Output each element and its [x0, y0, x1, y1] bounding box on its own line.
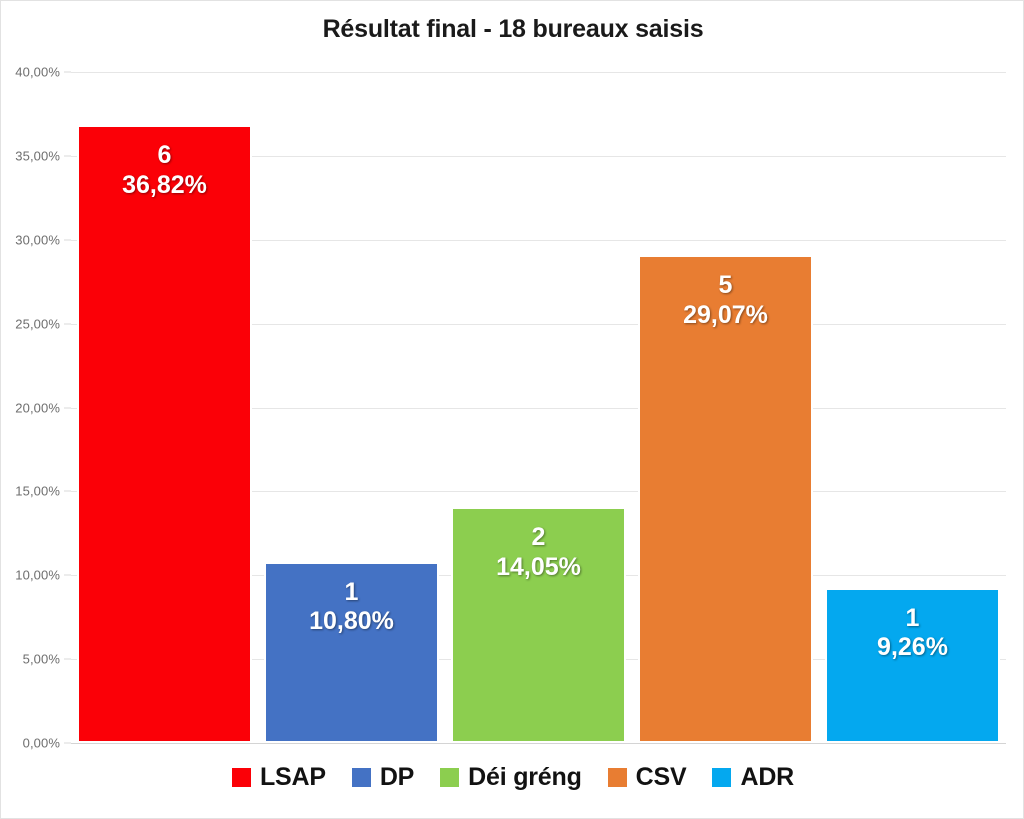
legend-swatch-icon [351, 768, 371, 787]
gridline [71, 323, 1006, 325]
gridline [71, 407, 1006, 409]
y-axis-tick-label: 5,00% [22, 651, 60, 667]
legend-label: CSV [635, 763, 687, 791]
legend-label: DP [379, 763, 415, 791]
y-axis-tick-mark [64, 155, 71, 157]
legend-label: ADR [740, 763, 795, 791]
legend-swatch-icon [607, 768, 627, 787]
gridline [71, 743, 1006, 744]
y-axis-tick-label: 30,00% [15, 232, 60, 248]
y-axis-tick-mark [64, 71, 71, 73]
bar-seats-label: 2 [531, 523, 546, 552]
y-axis-tick-label: 25,00% [15, 316, 60, 332]
bar-percent-label: 10,80% [309, 607, 394, 636]
gridline [71, 155, 1006, 157]
chart-title: Résultat final - 18 bureaux saisis [322, 15, 704, 43]
legend-item-adr[interactable]: ADR [712, 763, 794, 792]
chart-legend: LSAP DP Déi gréng CSV ADR [1, 763, 1023, 792]
gridline [71, 239, 1006, 241]
gridline [71, 491, 1006, 493]
bar-series: 6 36,82% 1 10,80% 2 14,05% 5 29,07% 1 9,26% [71, 72, 1006, 743]
legend-item-csv[interactable]: CSV [607, 763, 687, 792]
bar-seats-label: 5 [718, 271, 733, 300]
y-axis-tick-mark [64, 407, 71, 408]
y-axis-tick-label: 10,00% [15, 567, 60, 583]
legend-label: Déi gréng [468, 763, 582, 791]
legend-swatch-icon [712, 768, 732, 787]
y-axis-tick-mark [64, 574, 71, 576]
bar-percent-label: 29,07% [683, 300, 768, 329]
legend-item-déi-gréng[interactable]: Déi gréng [440, 763, 582, 792]
legend-item-dp[interactable]: DP [351, 763, 415, 792]
y-axis-tick-mark [64, 658, 71, 660]
bar-seats-label: 1 [905, 603, 920, 632]
y-axis-tick-label: 35,00% [15, 148, 60, 164]
legend-swatch-icon [440, 768, 460, 787]
bar-percent-label: 9,26% [877, 633, 948, 662]
y-axis-tick-label: 40,00% [15, 64, 60, 80]
bar-adr[interactable]: 1 9,26% [825, 587, 1000, 743]
bar-percent-label: 36,82% [122, 170, 207, 199]
bar-percent-label: 14,05% [496, 552, 581, 581]
y-axis-tick-mark [64, 742, 71, 744]
bar-dp[interactable]: 1 10,80% [264, 561, 439, 743]
y-axis-tick-label: 0,00% [22, 735, 60, 751]
bar-seats-label: 1 [344, 577, 359, 606]
bar-csv[interactable]: 5 29,07% [638, 255, 813, 743]
plot-area: 6 36,82% 1 10,80% 2 14,05% 5 29,07% 1 9,26% [71, 72, 1006, 744]
y-axis-tick-mark [64, 239, 71, 241]
y-axis-tick-label: 20,00% [15, 400, 60, 415]
legend-item-lsap[interactable]: LSAP [231, 763, 326, 792]
gridline [71, 72, 1006, 73]
y-axis-tick-mark [64, 490, 71, 492]
legend-label: LSAP [259, 763, 326, 791]
bar-seats-label: 6 [157, 141, 172, 170]
y-axis-tick-label: 15,00% [15, 483, 60, 499]
legend-swatch-icon [231, 768, 251, 787]
bar-lsap[interactable]: 6 36,82% [77, 125, 252, 743]
bar-déi-gréng[interactable]: 2 14,05% [451, 507, 626, 743]
y-axis-tick-mark [64, 323, 71, 325]
y-axis: 0,00% 5,00% 10,00% 15,00% 20,00% 25,00% 30,00%… [1, 65, 71, 751]
